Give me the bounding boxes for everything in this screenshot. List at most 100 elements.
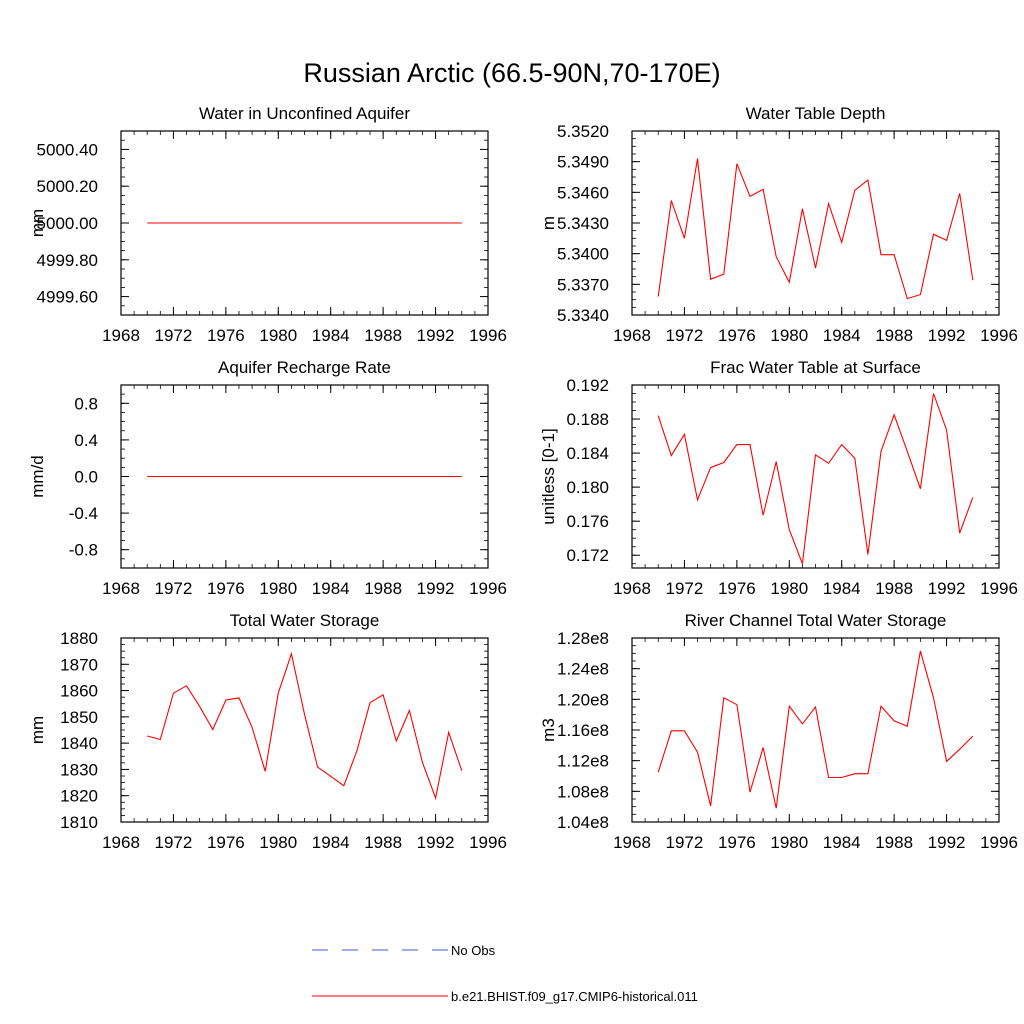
x-tick-label: 1996 <box>469 579 507 598</box>
y-tick-label: 5.3370 <box>557 275 609 294</box>
chart-panel-4: Frac Water Table at Surface unitless [0-1… <box>539 358 1018 598</box>
x-tick-label: 1988 <box>364 833 402 852</box>
y-tick-label: 5.3490 <box>557 153 609 172</box>
x-tick-label: 1980 <box>770 833 808 852</box>
y-tick-label: 1820 <box>60 787 98 806</box>
y-tick-label: 5.3520 <box>557 122 609 141</box>
x-tick-label: 1984 <box>823 579 861 598</box>
x-tick-label: 1980 <box>770 326 808 345</box>
x-tick-label: 1968 <box>102 579 140 598</box>
x-tick-label: 1988 <box>875 833 913 852</box>
y-tick-label: 5.3340 <box>557 306 609 325</box>
y-tick-label: 4999.80 <box>37 251 98 270</box>
x-tick-label: 1988 <box>875 326 913 345</box>
x-tick-label: 1992 <box>928 579 966 598</box>
legend-label-1: No Obs <box>451 943 496 958</box>
series-line-1 <box>657 393 974 564</box>
y-tick-label: 4999.60 <box>37 288 98 307</box>
y-tick-label: 1870 <box>60 655 98 674</box>
x-tick-label: 1976 <box>718 326 756 345</box>
chart-title: Total Water Storage <box>230 611 380 630</box>
x-tick-label: 1992 <box>928 326 966 345</box>
y-tick-label: 1830 <box>60 760 98 779</box>
y-tick-label: 5000.40 <box>37 140 98 159</box>
y-tick-label: 1.08e8 <box>557 782 609 801</box>
x-tick-label: 1976 <box>207 326 245 345</box>
x-tick-label: 1996 <box>980 833 1018 852</box>
chart-title: Frac Water Table at Surface <box>710 358 921 377</box>
y-axis-label: mm/d <box>28 455 47 498</box>
legend: No Obs b.e21.BHIST.f09_g17.CMIP6-historic… <box>312 943 698 1004</box>
x-tick-label: 1996 <box>980 326 1018 345</box>
x-tick-label: 1968 <box>102 833 140 852</box>
plot-frame <box>631 384 1000 569</box>
x-tick-label: 1992 <box>417 326 455 345</box>
x-tick-label: 1968 <box>613 833 651 852</box>
x-tick-label: 1988 <box>364 579 402 598</box>
y-tick-label: -0.4 <box>69 504 98 523</box>
series-line-1 <box>147 651 463 801</box>
x-tick-label: 1980 <box>259 579 297 598</box>
x-tick-label: 1984 <box>823 326 861 345</box>
x-tick-label: 1980 <box>259 833 297 852</box>
y-tick-label: 1.28e8 <box>557 629 609 648</box>
y-tick-label: 5000.00 <box>37 214 98 233</box>
x-tick-label: 1968 <box>613 326 651 345</box>
x-tick-label: 1992 <box>928 833 966 852</box>
y-tick-label: 0.8 <box>74 394 98 413</box>
plot-frame <box>120 637 489 823</box>
chart-panel-2: Water Table Depth m 1968 1972 1976 1980 1984 19… <box>539 104 1018 345</box>
x-tick-label: 1976 <box>207 579 245 598</box>
y-tick-label: 1.20e8 <box>557 690 609 709</box>
x-tick-label: 1996 <box>469 326 507 345</box>
x-tick-label: 1992 <box>417 579 455 598</box>
x-tick-label: 1980 <box>259 326 297 345</box>
figure-title: Russian Arctic (66.5-90N,70-170E) <box>303 58 720 88</box>
y-tick-label: 0.180 <box>566 478 609 497</box>
y-tick-label: 0.172 <box>566 546 609 565</box>
y-tick-label: 0.176 <box>566 512 609 531</box>
x-tick-label: 1972 <box>155 579 193 598</box>
x-tick-label: 1972 <box>155 833 193 852</box>
chart-panel-5: Total Water Storage mm 1968 1972 1976 1980 198… <box>28 611 507 852</box>
series-line-1 <box>657 650 974 809</box>
y-tick-label: 0.0 <box>74 468 98 487</box>
x-tick-label: 1984 <box>312 579 350 598</box>
chart-title: Water Table Depth <box>746 104 886 123</box>
chart-title: Water in Unconfined Aquifer <box>199 104 410 123</box>
x-tick-label: 1988 <box>875 579 913 598</box>
y-tick-label: 1.16e8 <box>557 721 609 740</box>
chart-panel-1: Water in Unconfined Aquifer mm 1968 1972 197… <box>28 104 507 345</box>
x-tick-label: 1984 <box>312 833 350 852</box>
y-tick-label: 5000.20 <box>37 177 98 196</box>
x-tick-label: 1976 <box>718 833 756 852</box>
y-axis-label: mm <box>28 209 47 237</box>
y-tick-label: 0.4 <box>74 431 98 450</box>
chart-title: Aquifer Recharge Rate <box>218 358 391 377</box>
y-tick-label: 1840 <box>60 734 98 753</box>
y-axis-label: unitless [0-1] <box>539 428 558 524</box>
y-tick-label: 1.04e8 <box>557 813 609 832</box>
y-axis-label: mm <box>28 716 47 744</box>
chart-title: River Channel Total Water Storage <box>685 611 947 630</box>
x-tick-label: 1972 <box>666 833 704 852</box>
y-tick-label: 0.184 <box>566 444 609 463</box>
series-line-1 <box>657 158 974 300</box>
y-tick-label: 1.12e8 <box>557 752 609 771</box>
y-tick-label: 1850 <box>60 708 98 727</box>
x-tick-label: 1968 <box>613 579 651 598</box>
legend-label-2: b.e21.BHIST.f09_g17.CMIP6-historical.011 <box>451 989 698 1004</box>
y-tick-label: -0.8 <box>69 541 98 560</box>
plot-frame <box>631 637 1000 823</box>
x-tick-label: 1992 <box>417 833 455 852</box>
y-tick-label: 5.3400 <box>557 245 609 264</box>
x-tick-label: 1976 <box>207 833 245 852</box>
y-tick-label: 5.3460 <box>557 183 609 202</box>
y-tick-label: 1880 <box>60 629 98 648</box>
x-tick-label: 1988 <box>364 326 402 345</box>
y-tick-label: 0.188 <box>566 410 609 429</box>
y-tick-label: 5.3430 <box>557 214 609 233</box>
y-axis-label: m3 <box>539 718 558 742</box>
